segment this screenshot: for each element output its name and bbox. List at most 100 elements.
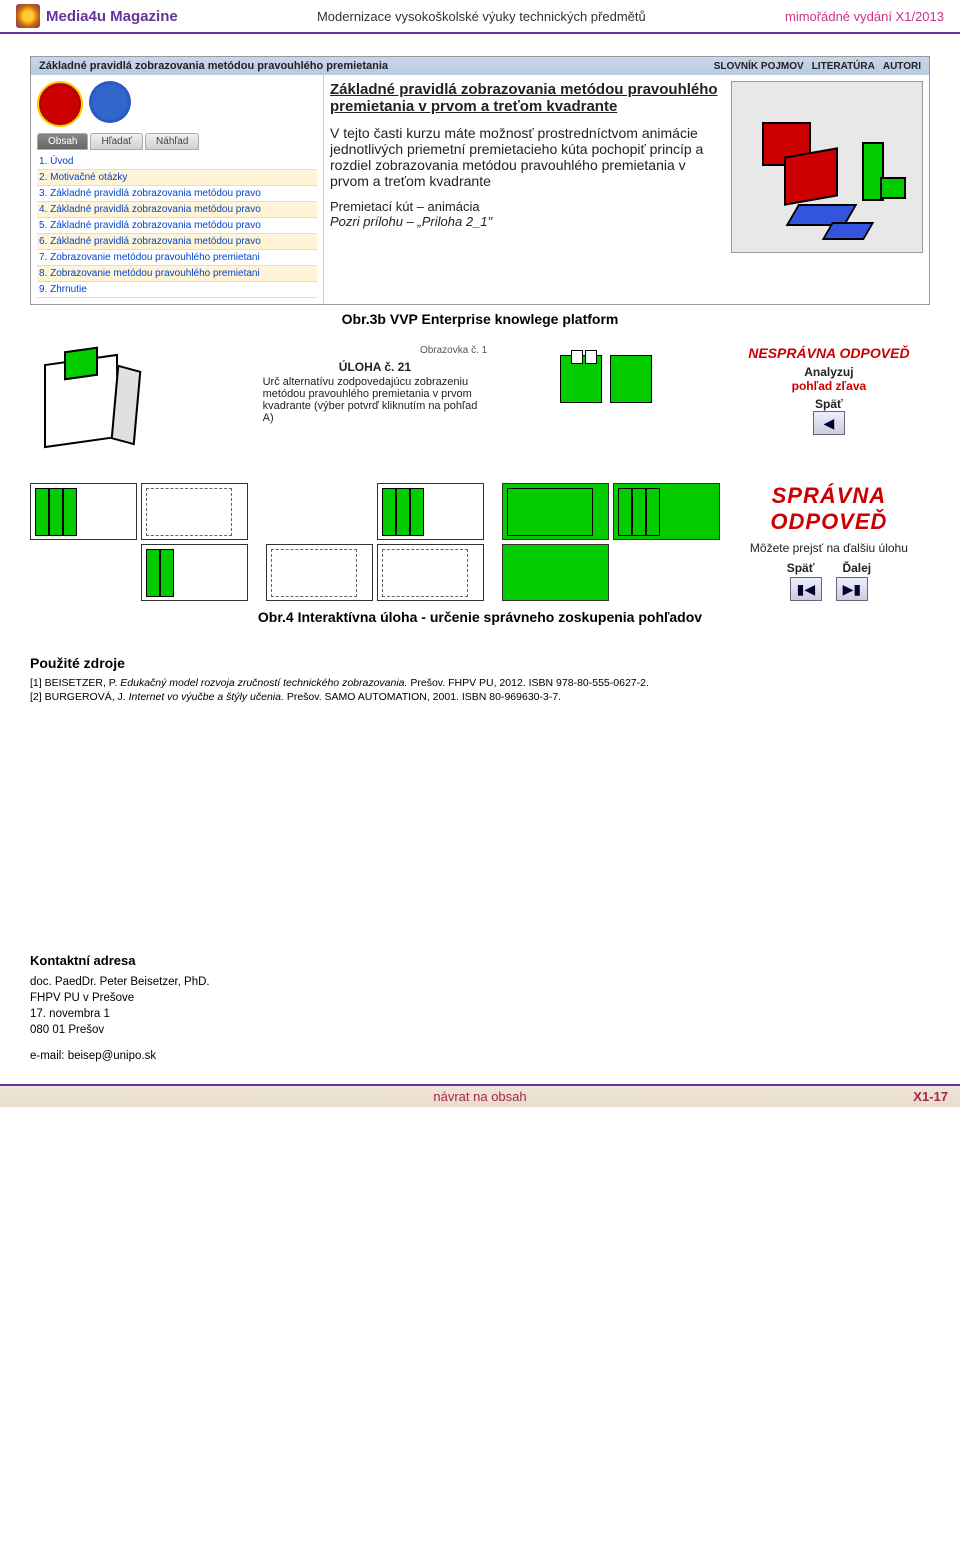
ref-title: Edukačný model rozvoja zručností technic…: [120, 677, 407, 689]
s1-topbar: Základné pravidlá zobrazovania metódou p…: [31, 57, 929, 75]
pohlad-label: pohľad zľava: [728, 379, 930, 393]
contact-name: doc. PaedDr. Peter Beisetzer, PhD.: [30, 974, 930, 990]
ref-line-2: [2] BURGEROVÁ, J. Internet vo výučbe a š…: [30, 691, 930, 703]
s1-content: Základné pravidlá zobrazovania metódou p…: [324, 75, 929, 304]
ref-rest: Prešov. FHPV PU, 2012. ISBN 978-80-555-0…: [410, 677, 649, 689]
wrong-answer-label: NESPRÁVNA ODPOVEĎ: [728, 345, 930, 361]
screenshot-interactive-task: Obrazovka č. 1 ÚLOHA č. 21 Urč alternatí…: [30, 345, 930, 603]
view-b-top: [377, 483, 484, 540]
caption-figure-4: Obr.4 Interaktívna úloha - určenie správ…: [0, 609, 960, 625]
contact-faculty: FHPV PU v Prešove: [30, 990, 930, 1006]
s1-link-slovnik[interactable]: SLOVNÍK POJMOV: [714, 61, 804, 72]
toc-item[interactable]: 5. Základné pravidlá zobrazovania metódo…: [37, 218, 317, 234]
screenshot-enterprise-platform: Základné pravidlá zobrazovania metódou p…: [30, 56, 930, 305]
s1-main-body: V tejto časti kurzu máte možnosť prostre…: [330, 125, 721, 189]
toc-item[interactable]: 9. Zhrnutie: [37, 282, 317, 298]
view-set-b[interactable]: [266, 483, 484, 601]
s1-link-literatura[interactable]: LITERATÚRA: [812, 61, 875, 72]
s1-main-title: Základné pravidlá zobrazovania metódou p…: [330, 81, 721, 115]
s1-text: Základné pravidlá zobrazovania metódou p…: [330, 81, 721, 298]
model-notch: [64, 347, 98, 381]
wrong-thumb-1: [560, 355, 602, 403]
toc-item[interactable]: 3. Základné pravidlá zobrazovania metódo…: [37, 186, 317, 202]
next-hint: Môžete prejsť na ďalšiu úlohu: [728, 541, 930, 555]
s2-views-row: [30, 483, 720, 603]
magazine-logo-icon: [16, 4, 40, 28]
s2-obrazovka: Obrazovka č. 1: [263, 345, 488, 356]
s1-topbar-title: Základné pravidlá zobrazovania metódou p…: [39, 60, 388, 72]
view-c-front: [613, 483, 720, 540]
ref-author: BEISETZER, P.: [45, 677, 118, 689]
s1-sidebar: Obsah Hľadať Náhľad 1. Úvod 2. Motivačné…: [31, 75, 324, 304]
view-a-top: [30, 483, 137, 540]
university-seal-icon: [37, 81, 83, 127]
nav-buttons: ▮◀ ▶▮: [728, 577, 930, 601]
s1-logos: [37, 81, 317, 127]
contact-email: e-mail: beisep@unipo.sk: [30, 1048, 930, 1064]
contact-street: 17. novembra 1: [30, 1006, 930, 1022]
view-set-c[interactable]: [502, 483, 720, 601]
model-side: [111, 365, 142, 446]
contact-section: Kontaktní adresa doc. PaedDr. Peter Beis…: [30, 953, 930, 1064]
view-set-a[interactable]: [30, 483, 248, 601]
ref-rest: Prešov. SAMO AUTOMATION, 2001. ISBN 80-9…: [287, 691, 561, 703]
page-footer: návrat na obsah X1-17: [0, 1084, 960, 1107]
view-b-front: [266, 544, 373, 601]
contact-city: 080 01 Prešov: [30, 1022, 930, 1038]
footer-wrap: návrat na obsah X1-17: [0, 1084, 960, 1107]
tab-hladat[interactable]: Hľadať: [90, 133, 143, 150]
toc-item[interactable]: 8. Zobrazovanie metódou pravouhlého prem…: [37, 266, 317, 282]
projection-shape-green-2: [880, 177, 906, 199]
toc-item[interactable]: 2. Motivačné otázky: [37, 170, 317, 186]
faculty-seal-icon: [89, 81, 131, 123]
ref-line-1: [1] BEISETZER, P. Edukačný model rozvoja…: [30, 677, 930, 689]
projection-shape-red-iso: [784, 147, 838, 206]
references-title: Použité zdroje: [30, 655, 930, 671]
view-a-front: [141, 483, 248, 540]
ref-title: Internet vo výučbe a štýly učenia.: [129, 691, 284, 703]
header-edition: mimořádné vydání X1/2013: [785, 9, 944, 24]
references-section: Použité zdroje [1] BEISETZER, P. Edukačn…: [30, 655, 930, 703]
ref-num: [1]: [30, 677, 42, 689]
s2-side-bottom: SPRÁVNA ODPOVEĎ Môžete prejsť na ďalšiu …: [728, 483, 930, 603]
view-b-side: [377, 544, 484, 601]
footer-back-link[interactable]: návrat na obsah: [433, 1089, 526, 1104]
spat2-label: Späť: [787, 561, 815, 575]
contact-title: Kontaktní adresa: [30, 953, 930, 968]
tab-obsah[interactable]: Obsah: [37, 133, 88, 150]
prev-button[interactable]: ▮◀: [790, 577, 822, 601]
s2-wrong-thumb: [495, 345, 720, 475]
toc-item[interactable]: 4. Základné pravidlá zobrazovania metódo…: [37, 202, 317, 218]
s2-task-body: Urč alternatívu zodpovedajúcu zobrazeniu…: [263, 376, 488, 424]
header-subtitle: Modernizace vysokoškolské výuky technick…: [317, 9, 646, 24]
s1-toc-list: 1. Úvod 2. Motivačné otázky 3. Základné …: [37, 154, 317, 298]
s1-note: Pozri prílohu – „Priloha 2_1": [330, 214, 721, 229]
back-button[interactable]: ◀: [813, 411, 845, 435]
toc-item[interactable]: 1. Úvod: [37, 154, 317, 170]
dalej-label: Ďalej: [842, 561, 871, 575]
spat-label: Späť: [728, 397, 930, 411]
analyzuj-label: Analyzuj: [728, 365, 930, 379]
s1-tabs: Obsah Hľadať Náhľad: [37, 133, 317, 150]
toc-item[interactable]: 6. Základné pravidlá zobrazovania metódo…: [37, 234, 317, 250]
view-c-top: [502, 483, 609, 540]
next-button[interactable]: ▶▮: [836, 577, 868, 601]
view-c-side: [502, 544, 609, 601]
s2-3d-model: [30, 345, 255, 475]
toc-item[interactable]: 7. Zobrazovanie metódou pravouhlého prem…: [37, 250, 317, 266]
view-a-side: [141, 544, 248, 601]
s2-side-top: NESPRÁVNA ODPOVEĎ Analyzuj pohľad zľava …: [728, 345, 930, 475]
s1-3d-diagram: [731, 81, 923, 253]
ref-author: BURGEROVÁ, J.: [45, 691, 126, 703]
s2-grid: Obrazovka č. 1 ÚLOHA č. 21 Urč alternatí…: [30, 345, 930, 603]
s1-link-autori[interactable]: AUTORI: [883, 61, 921, 72]
tab-nahlad[interactable]: Náhľad: [145, 133, 199, 150]
s2-uloha-headline: ÚLOHA č. 21: [263, 360, 488, 374]
wrong-thumb-2: [610, 355, 652, 403]
s2-task-text: Obrazovka č. 1 ÚLOHA č. 21 Urč alternatí…: [263, 345, 488, 475]
magazine-title: Media4u Magazine: [46, 8, 178, 25]
correct-answer-label: SPRÁVNA ODPOVEĎ: [728, 483, 930, 535]
page-header: Media4u Magazine Modernizace vysokoškols…: [0, 0, 960, 34]
caption-figure-3b: Obr.3b VVP Enterprise knowlege platform: [0, 311, 960, 327]
header-left: Media4u Magazine: [16, 4, 178, 28]
